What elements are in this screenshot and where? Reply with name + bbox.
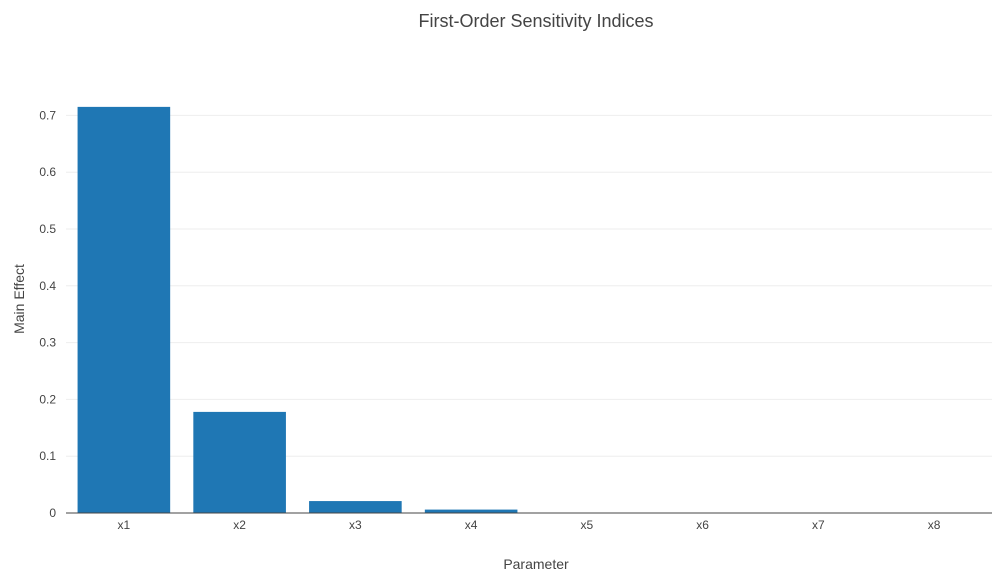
bar-x4 xyxy=(424,509,518,513)
x-tick-label: x7 xyxy=(812,518,825,532)
y-tick-label: 0.3 xyxy=(39,336,56,350)
x-tick-label: x4 xyxy=(465,518,478,532)
bar-x3 xyxy=(309,501,402,513)
bar-x2 xyxy=(193,411,286,513)
y-tick-label: 0.7 xyxy=(39,108,56,122)
x-tick-label: x1 xyxy=(118,518,131,532)
y-tick-label: 0.4 xyxy=(39,279,56,293)
x-tick-label: x6 xyxy=(696,518,709,532)
bars xyxy=(77,106,981,513)
y-tick-label: 0.6 xyxy=(39,165,56,179)
x-tick-label: x5 xyxy=(581,518,594,532)
bar-x1 xyxy=(77,106,171,513)
y-tick-label: 0 xyxy=(49,506,56,520)
x-axis-ticks: x1 x2 x3 x4 x5 x6 x7 x8 xyxy=(118,518,941,532)
chart-title: First-Order Sensitivity Indices xyxy=(418,11,653,31)
y-tick-label: 0.2 xyxy=(39,392,56,406)
x-tick-label: x3 xyxy=(349,518,362,532)
x-tick-label: x8 xyxy=(928,518,941,532)
y-tick-label: 0.5 xyxy=(39,222,56,236)
y-axis-label: Main Effect xyxy=(11,264,27,334)
y-axis-ticks: 0 0.1 0.2 0.3 0.4 0.5 0.6 0.7 xyxy=(39,108,56,520)
x-tick-label: x2 xyxy=(233,518,246,532)
x-axis-label: Parameter xyxy=(503,556,569,571)
y-tick-label: 0.1 xyxy=(39,449,56,463)
grid-lines xyxy=(66,114,992,457)
